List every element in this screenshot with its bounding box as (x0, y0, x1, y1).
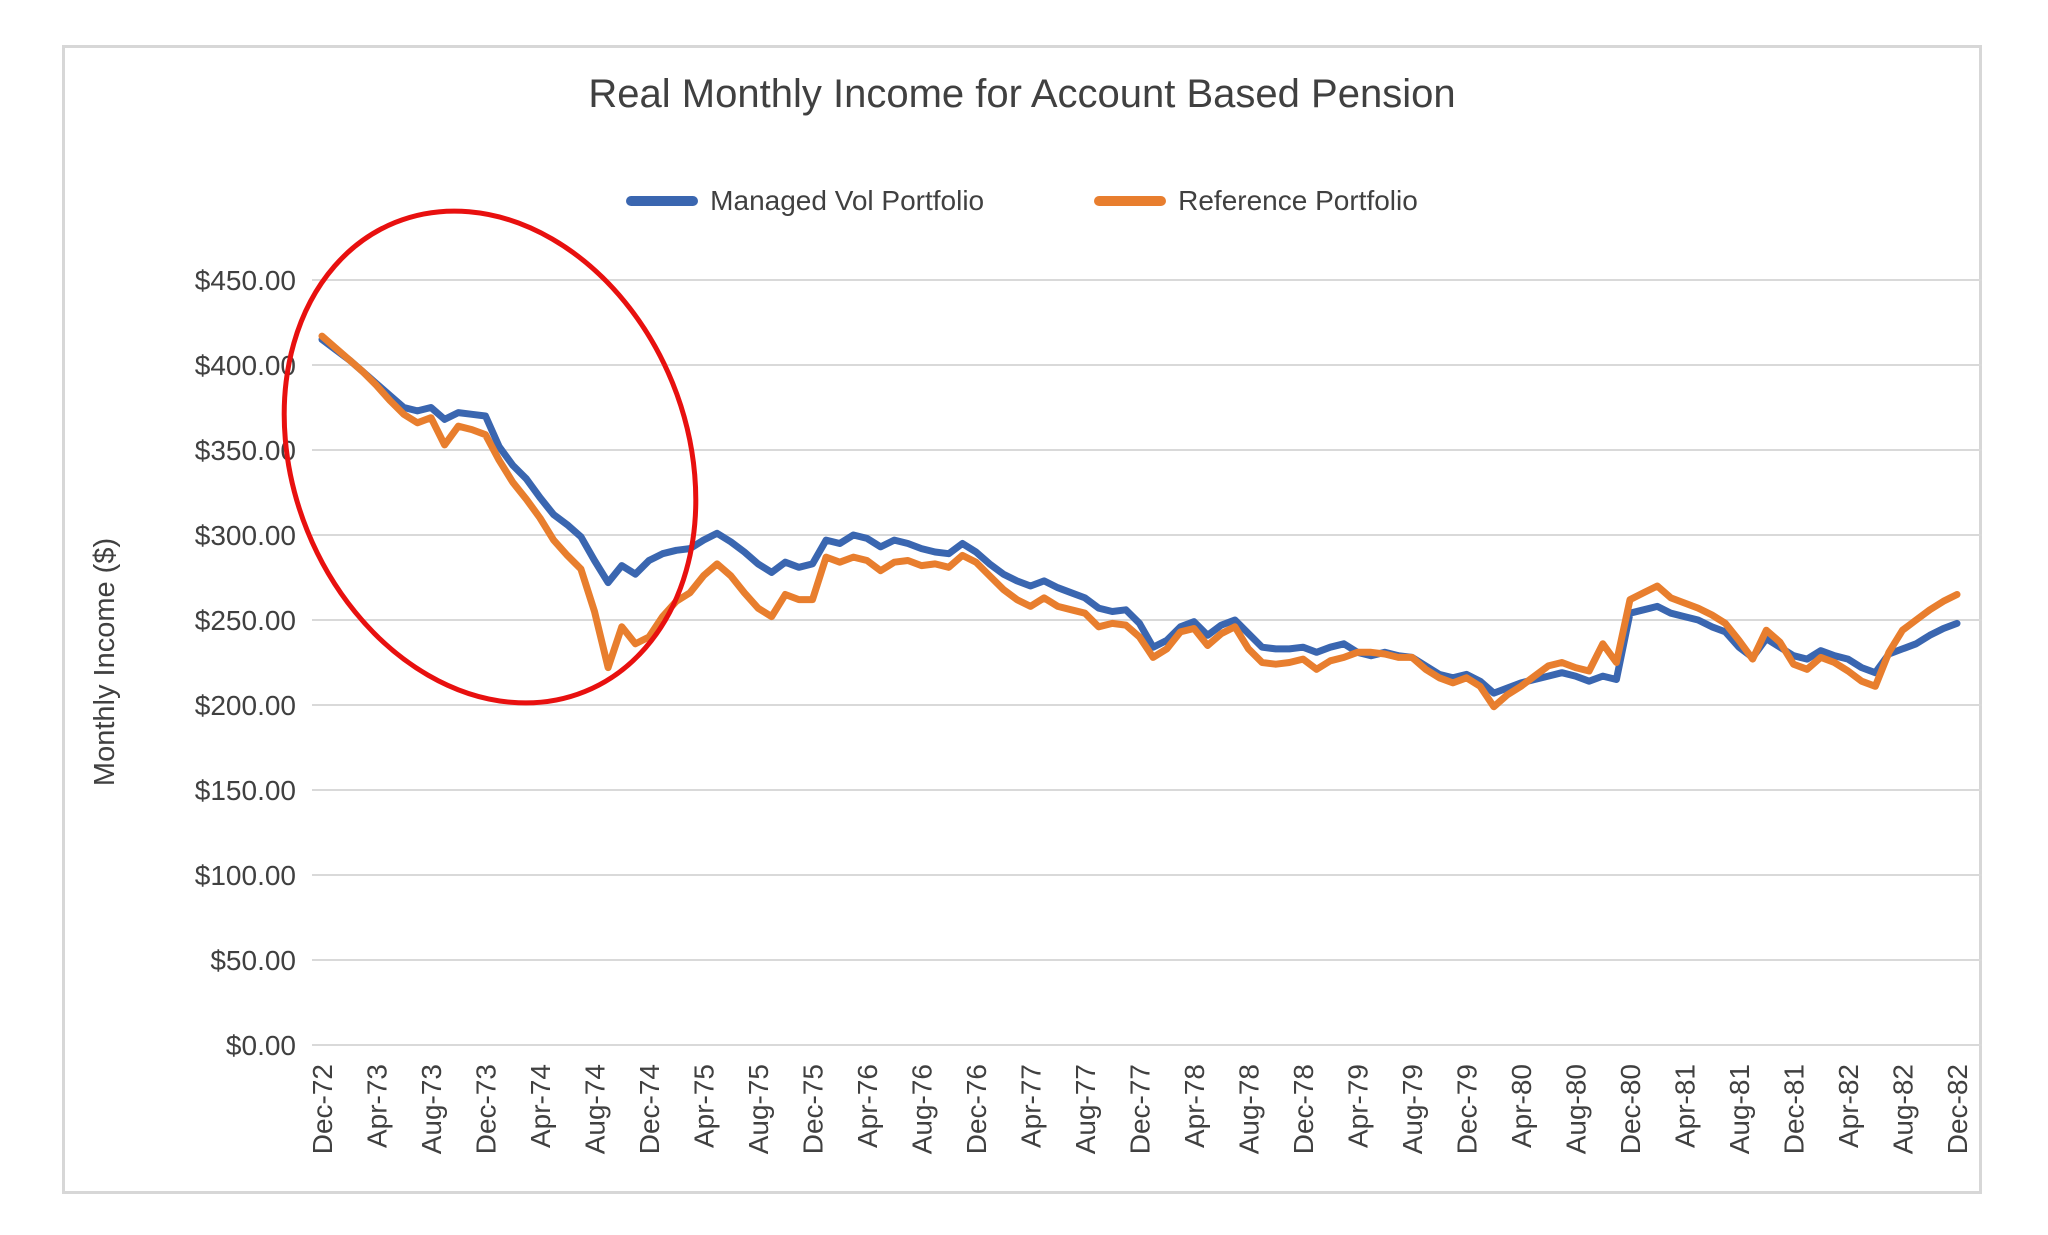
x-tick-label: Dec-76 (961, 1064, 992, 1154)
legend: Managed Vol Portfolio Reference Portfoli… (62, 185, 1982, 217)
managed-vol-line (318, 336, 1961, 697)
x-tick-label: Aug-75 (743, 1064, 774, 1154)
x-tick-label: Apr-77 (1016, 1064, 1047, 1148)
x-tick-label: Apr-78 (1179, 1064, 1210, 1148)
x-tick-label: Aug-82 (1888, 1064, 1919, 1154)
y-tick-label: $400.00 (195, 350, 296, 381)
x-tick-label: Dec-77 (1125, 1064, 1156, 1154)
x-tick-label: Aug-73 (416, 1064, 447, 1154)
x-tick-label: Dec-72 (307, 1064, 338, 1154)
reference-line (318, 332, 1961, 711)
x-tick-label: Dec-79 (1452, 1064, 1483, 1154)
legend-item-managed-vol: Managed Vol Portfolio (626, 185, 984, 217)
x-tick-label: Dec-74 (634, 1064, 665, 1154)
legend-item-reference: Reference Portfolio (1094, 185, 1418, 217)
x-tick-label: Dec-82 (1942, 1064, 1973, 1154)
x-tick-label: Apr-76 (852, 1064, 883, 1148)
annotation-ellipse (281, 208, 699, 706)
x-tick-label: Dec-81 (1779, 1064, 1810, 1154)
y-tick-label: $300.00 (195, 520, 296, 551)
y-tick-label: $350.00 (195, 435, 296, 466)
x-tick-label: Aug-76 (907, 1064, 938, 1154)
y-tick-label: $200.00 (195, 690, 296, 721)
x-tick-label: Dec-75 (798, 1064, 829, 1154)
x-tick-label: Aug-79 (1397, 1064, 1428, 1154)
x-tick-label: Apr-74 (525, 1064, 556, 1148)
x-tick-label: Aug-78 (1234, 1064, 1265, 1154)
x-tick-label: Dec-80 (1615, 1064, 1646, 1154)
x-tick-label: Dec-78 (1288, 1064, 1319, 1154)
y-axis-title: Monthly Income ($) (89, 538, 121, 786)
chart-title: Real Monthly Income for Account Based Pe… (588, 72, 1456, 116)
y-tick-label: $150.00 (195, 775, 296, 806)
managed-vol-swatch (626, 196, 699, 206)
y-tick-label: $0.00 (226, 1030, 296, 1061)
managed-vol-label: Managed Vol Portfolio (710, 185, 985, 216)
x-tick-label: Apr-79 (1343, 1064, 1374, 1148)
x-tick-label: Aug-77 (1070, 1064, 1101, 1154)
x-tick-label: Apr-81 (1670, 1064, 1701, 1148)
y-tick-label: $250.00 (195, 605, 296, 636)
reference-label: Reference Portfolio (1178, 185, 1418, 216)
reference-swatch (1094, 196, 1167, 206)
y-tick-label: $450.00 (195, 265, 296, 296)
x-tick-label: Aug-74 (580, 1064, 611, 1154)
x-tick-label: Apr-82 (1833, 1064, 1864, 1148)
x-tick-label: Dec-73 (471, 1064, 502, 1154)
x-tick-label: Apr-80 (1506, 1064, 1537, 1148)
x-tick-label: Apr-73 (362, 1064, 393, 1148)
y-tick-label: $50.00 (210, 945, 296, 976)
x-tick-label: Apr-75 (689, 1064, 720, 1148)
x-tick-label: Aug-80 (1561, 1064, 1592, 1154)
y-tick-label: $100.00 (195, 860, 296, 891)
x-tick-label: Aug-81 (1724, 1064, 1755, 1154)
